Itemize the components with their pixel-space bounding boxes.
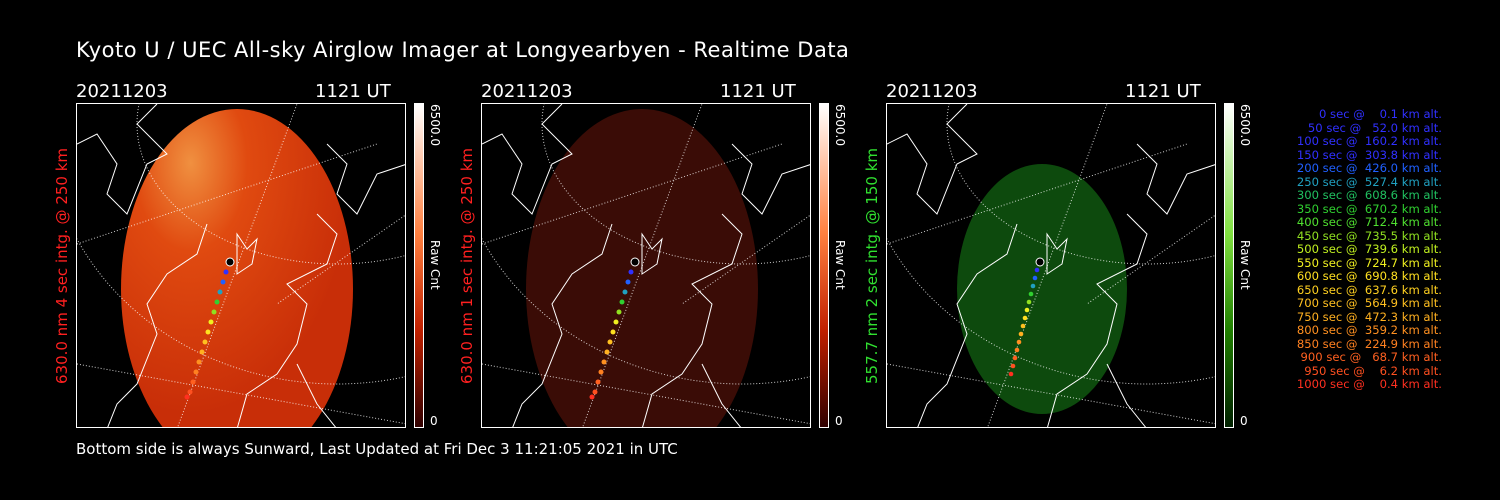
footer-status: Bottom side is always Sunward, Last Upda…: [76, 440, 678, 458]
panel-2-map: [482, 104, 810, 427]
panel-1-ylabel: 630.0 nm 4 sec intg. @ 250 km: [52, 103, 72, 428]
panel-1-cbar-max: 6500.0: [428, 104, 442, 146]
panel-3-date: 20211203: [886, 81, 978, 102]
legend-row: 650 sec @ 637.6 km alt.: [1293, 282, 1442, 297]
panel-1-colorbar: [414, 103, 424, 428]
legend-row: 600 sec @ 690.8 km alt.: [1293, 269, 1442, 283]
legend-row: 50 sec @ 52.0 km alt.: [1300, 120, 1442, 135]
panel-2-date: 20211203: [481, 81, 573, 102]
panel-1-trajectory: [184, 257, 235, 400]
legend-row: 500 sec @ 739.6 km alt.: [1293, 242, 1442, 256]
legend-row: 800 sec @ 359.2 km alt.: [1293, 323, 1442, 337]
panel-2-ylabel: 630.0 nm 1 sec intg. @ 250 km: [457, 103, 477, 428]
panel-2-cbar-min: 0: [835, 414, 843, 428]
panel-3-cbar-label: Raw Cnt: [1238, 240, 1252, 290]
panel-1-cbar-label: Raw Cnt: [428, 240, 442, 290]
panel-1-map: [77, 104, 405, 427]
panel-3-cbar-max: 6500.0: [1238, 104, 1252, 146]
page-title: Kyoto U / UEC All-sky Airglow Imager at …: [76, 38, 850, 62]
panel-2-colorbar: [819, 103, 829, 428]
panel-1-image: [76, 103, 406, 428]
legend-row: 950 sec @ 6.2 km alt.: [1300, 363, 1442, 378]
panel-3-ylabel-text: 557.7 nm 2 sec intg. @ 150 km: [863, 147, 881, 384]
legend-row: 700 sec @ 564.9 km alt.: [1293, 296, 1442, 310]
legend-row: 400 sec @ 712.4 km alt.: [1293, 215, 1442, 229]
panel-3-ylabel: 557.7 nm 2 sec intg. @ 150 km: [862, 103, 882, 428]
legend-row: 850 sec @ 224.9 km alt.: [1293, 336, 1442, 351]
legend-row: 300 sec @ 608.6 km alt.: [1293, 188, 1442, 202]
panel-1-time: 1121 UT: [315, 81, 391, 102]
panel-3-map: [887, 104, 1215, 427]
panel-1-date: 20211203: [76, 81, 168, 102]
panel-2-image: [481, 103, 811, 428]
trajectory-legend: 0 sec @ 0.1 km alt. 50 sec @ 52.0 km alt…: [1262, 107, 1442, 392]
legend-row: 450 sec @ 735.5 km alt.: [1293, 228, 1442, 243]
panel-2-cbar-max: 6500.0: [833, 104, 847, 146]
panel-3-airglow: [957, 164, 1127, 414]
panel-2-cbar-label: Raw Cnt: [833, 240, 847, 290]
panel-3-trajectory: [1008, 257, 1045, 377]
legend-row: 900 sec @ 68.7 km alt.: [1296, 350, 1442, 364]
legend-row: 200 sec @ 426.0 km alt.: [1293, 161, 1442, 175]
panel-2-trajectory: [589, 257, 640, 400]
legend-row: 100 sec @ 160.2 km alt.: [1293, 134, 1442, 148]
legend-row: 0 sec @ 0.1 km alt.: [1307, 107, 1442, 121]
legend-row: 150 sec @ 303.8 km alt.: [1293, 147, 1442, 162]
panel-1-cbar-min: 0: [430, 414, 438, 428]
panel-3-cbar-min: 0: [1240, 414, 1248, 428]
panel-3-colorbar: [1224, 103, 1234, 428]
legend-row: 250 sec @ 527.4 km alt.: [1293, 174, 1442, 189]
legend-row: 750 sec @ 472.3 km alt.: [1293, 309, 1442, 324]
panel-3-image: [886, 103, 1216, 428]
legend-row: 550 sec @ 724.7 km alt.: [1293, 255, 1442, 270]
panel-2-ylabel-text: 630.0 nm 1 sec intg. @ 250 km: [458, 147, 476, 384]
panel-3-time: 1121 UT: [1125, 81, 1201, 102]
panel-1-ylabel-text: 630.0 nm 4 sec intg. @ 250 km: [53, 147, 71, 384]
legend-row: 350 sec @ 670.2 km alt.: [1293, 201, 1442, 216]
legend-row: 1000 sec @ 0.4 km alt.: [1296, 377, 1442, 391]
panel-2-time: 1121 UT: [720, 81, 796, 102]
